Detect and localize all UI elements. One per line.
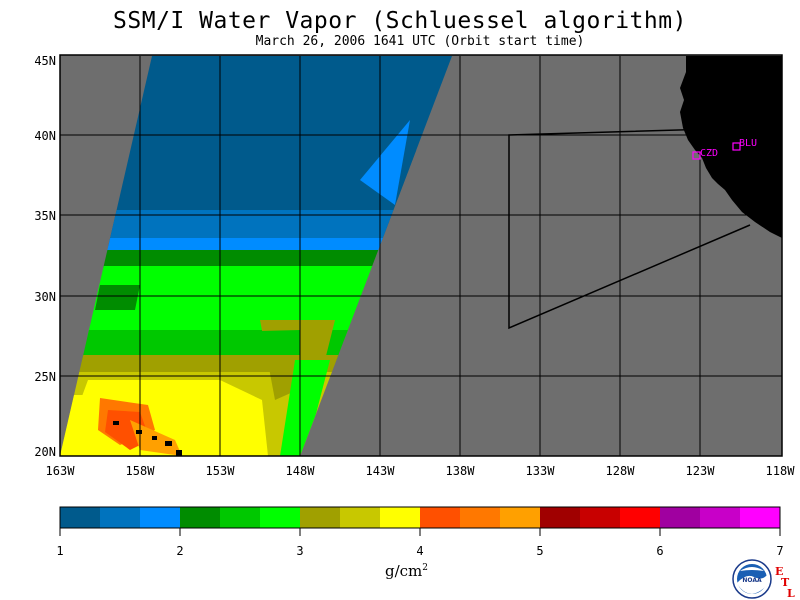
colorbar-label: 6: [656, 544, 663, 558]
lat-label: 45N: [34, 54, 56, 68]
units-text: g/cm: [385, 562, 423, 580]
etl-letter: T: [781, 576, 790, 589]
lon-label: 118W: [766, 464, 796, 478]
hawaii-islands: [113, 421, 182, 456]
lat-label: 20N: [34, 445, 56, 459]
colorbar-swatch: [500, 507, 541, 528]
region-outline: [508, 127, 751, 330]
noaa-logo-icon: NOAA: [732, 559, 772, 599]
chart-title: SSM/I Water Vapor (Schluessel algorithm): [113, 8, 687, 34]
colorbar-label: 5: [536, 544, 543, 558]
colorbar-swatch: [220, 507, 261, 528]
lon-label: 148W: [286, 464, 316, 478]
station-label: BLU: [739, 138, 757, 149]
lon-label: 143W: [366, 464, 396, 478]
station-czd: CZD: [692, 148, 718, 160]
chart-subtitle: March 26, 2006 1641 UTC (Orbit start tim…: [255, 34, 585, 49]
lon-label: 158W: [126, 464, 156, 478]
latitude-labels: 45N 40N 35N 30N 25N 20N: [34, 54, 56, 459]
colorbar: [60, 507, 781, 528]
lon-label: 163W: [46, 464, 76, 478]
etl-letter: L: [787, 587, 795, 600]
colorbar-swatch: [620, 507, 661, 528]
lat-label: 40N: [34, 129, 56, 143]
lon-label: 138W: [446, 464, 476, 478]
colorbar-swatch: [300, 507, 341, 528]
map-grid: [60, 56, 782, 456]
colorbar-label: 2: [176, 544, 183, 558]
lon-label: 153W: [206, 464, 236, 478]
colorbar-units: g/cm2: [385, 562, 428, 580]
colorbar-swatch: [60, 507, 101, 528]
colorbar-swatch: [460, 507, 501, 528]
lat-label: 25N: [34, 370, 56, 384]
colorbar-label: 7: [776, 544, 783, 558]
colorbar-label: 1: [56, 544, 63, 558]
colorbar-swatch: [260, 507, 301, 528]
colorbar-label: 4: [416, 544, 423, 558]
map-frame: [59, 54, 783, 457]
colorbar-swatch: [100, 507, 141, 528]
colorbar-swatch: [140, 507, 181, 528]
lon-label: 123W: [686, 464, 716, 478]
colorbar-swatch: [740, 507, 781, 528]
station-blu: BLU: [732, 138, 757, 151]
colorbar-swatch: [380, 507, 421, 528]
lat-label: 30N: [34, 290, 56, 304]
colorbar-ticks: [59, 528, 781, 536]
units-superscript: 2: [422, 563, 429, 573]
station-label: CZD: [700, 148, 718, 159]
etl-mark: E T L: [775, 566, 795, 599]
etl-letter: E: [775, 565, 784, 578]
lon-label: 133W: [526, 464, 556, 478]
colorbar-swatch: [580, 507, 621, 528]
colorbar-swatch: [540, 507, 581, 528]
colorbar-labels: 1 2 3 4 5 6 7: [56, 544, 783, 558]
lat-label: 35N: [34, 209, 56, 223]
lon-label: 128W: [606, 464, 636, 478]
colorbar-label: 3: [296, 544, 303, 558]
colorbar-swatch: [340, 507, 381, 528]
logo-text: NOAA: [742, 577, 762, 584]
longitude-labels: 163W 158W 153W 148W 143W 138W 133W 128W …: [46, 464, 796, 478]
colorbar-swatch: [700, 507, 741, 528]
colorbar-swatch: [180, 507, 221, 528]
land-mass: [680, 56, 782, 238]
colorbar-swatch: [420, 507, 461, 528]
colorbar-swatch: [660, 507, 701, 528]
